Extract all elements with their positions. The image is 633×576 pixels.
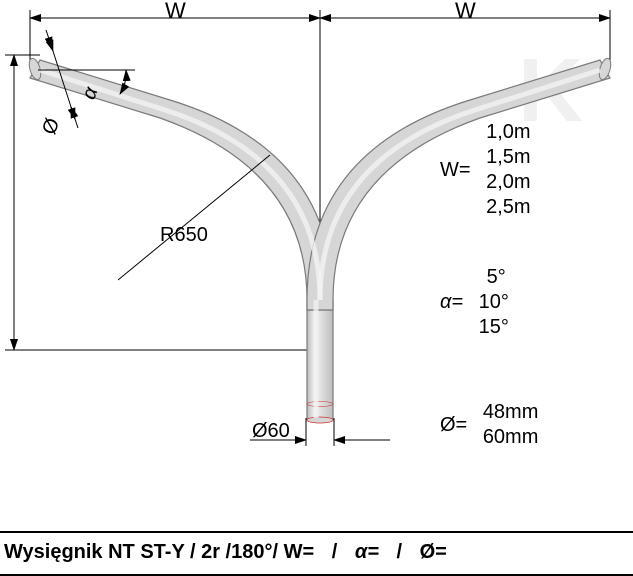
spec-phi-values: 48mm 60mm <box>483 400 539 450</box>
footer-alpha: α= <box>355 541 379 563</box>
footer-title: Wysięgnik NT ST-Y / 2r /180°/ W= / α= / … <box>0 531 633 576</box>
label-w-left: W <box>165 0 186 24</box>
spec-phi-val: 48mm <box>483 400 539 425</box>
spec-w-symbol: W= <box>440 159 471 182</box>
spec-w-val: 2,0m <box>486 170 530 195</box>
label-phi60: Ø60 <box>252 420 290 443</box>
spec-phi-val: 60mm <box>483 425 539 450</box>
label-h: H=1,0m <box>0 154 1 225</box>
footer-sep: / <box>397 541 403 563</box>
spec-phi-symbol: Ø= <box>440 414 467 437</box>
spec-alpha: α= 5° 10° 15° <box>440 265 509 340</box>
spec-phi: Ø= 48mm 60mm <box>440 400 538 450</box>
spec-alpha-val: 5° <box>479 265 509 290</box>
radius-leader <box>118 155 270 280</box>
spec-alpha-val: 15° <box>479 315 509 340</box>
spec-w-values: 1,0m 1,5m 2,0m 2,5m <box>486 120 530 220</box>
spec-alpha-values: 5° 10° 15° <box>479 265 509 340</box>
spec-w-val: 2,5m <box>486 195 530 220</box>
footer-phi: Ø= <box>420 541 447 563</box>
spec-w: W= 1,0m 1,5m 2,0m 2,5m <box>440 120 531 220</box>
spec-w-val: 1,5m <box>486 145 530 170</box>
spec-alpha-symbol: α= <box>440 291 463 314</box>
spec-w-val: 1,0m <box>486 120 530 145</box>
label-r650: R650 <box>160 224 208 247</box>
footer-prefix: Wysięgnik NT ST-Y / 2r /180°/ W= <box>4 541 314 563</box>
label-w-right: W <box>455 0 476 24</box>
footer-sep: / <box>332 541 338 563</box>
spec-alpha-val: 10° <box>479 290 509 315</box>
